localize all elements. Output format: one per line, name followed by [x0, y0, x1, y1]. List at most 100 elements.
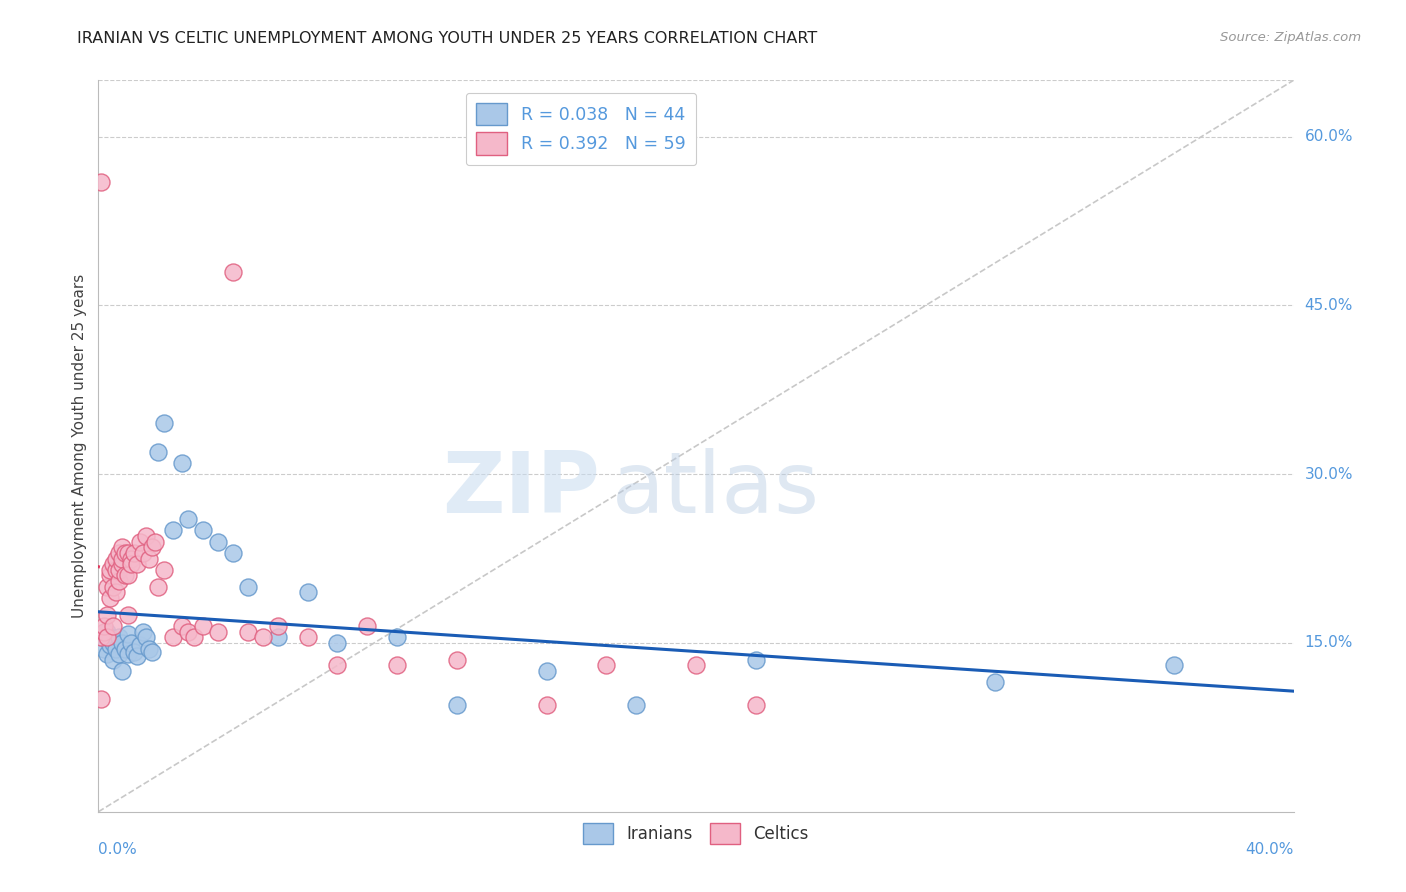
Point — [446, 653, 468, 667]
Point — [143, 534, 166, 549]
Point — [236, 580, 259, 594]
Point — [96, 624, 118, 639]
Point — [685, 658, 707, 673]
Point — [127, 649, 149, 664]
Point — [177, 624, 200, 639]
Point — [96, 607, 118, 622]
Point — [105, 585, 128, 599]
Point — [120, 557, 142, 571]
Point — [108, 574, 131, 588]
Point — [172, 619, 194, 633]
Point — [536, 664, 558, 678]
Point — [326, 658, 349, 673]
Point — [117, 647, 139, 661]
Point — [222, 264, 245, 278]
Point — [207, 624, 229, 639]
Point — [252, 630, 274, 644]
Point — [98, 630, 122, 644]
Point — [446, 698, 468, 712]
Point — [105, 563, 128, 577]
Point — [138, 551, 160, 566]
Text: Source: ZipAtlas.com: Source: ZipAtlas.com — [1220, 31, 1361, 45]
Point — [135, 630, 157, 644]
Text: 40.0%: 40.0% — [1246, 842, 1294, 857]
Point — [162, 524, 184, 538]
Point — [148, 444, 170, 458]
Point — [117, 546, 139, 560]
Point — [153, 563, 176, 577]
Point — [111, 551, 134, 566]
Point — [108, 647, 131, 661]
Point — [117, 607, 139, 622]
Point — [111, 636, 134, 650]
Point — [172, 456, 194, 470]
Point — [103, 653, 125, 667]
Point — [124, 645, 146, 659]
Point — [297, 585, 319, 599]
Point — [129, 638, 152, 652]
Text: 0.0%: 0.0% — [98, 842, 138, 857]
Point — [93, 619, 115, 633]
Point — [626, 698, 648, 712]
Point — [117, 568, 139, 582]
Point — [90, 175, 112, 189]
Point — [114, 546, 136, 560]
Point — [177, 512, 200, 526]
Point — [98, 568, 122, 582]
Point — [162, 630, 184, 644]
Point — [132, 624, 155, 639]
Point — [356, 619, 378, 633]
Point — [108, 563, 131, 577]
Point — [1163, 658, 1185, 673]
Text: IRANIAN VS CELTIC UNEMPLOYMENT AMONG YOUTH UNDER 25 YEARS CORRELATION CHART: IRANIAN VS CELTIC UNEMPLOYMENT AMONG YOU… — [77, 31, 817, 46]
Point — [191, 619, 214, 633]
Point — [114, 641, 136, 656]
Point — [96, 580, 118, 594]
Text: 15.0%: 15.0% — [1305, 635, 1353, 650]
Point — [90, 630, 112, 644]
Point — [117, 627, 139, 641]
Text: ZIP: ZIP — [443, 449, 600, 532]
Point — [148, 580, 170, 594]
Point — [103, 636, 125, 650]
Point — [111, 541, 134, 555]
Text: 45.0%: 45.0% — [1305, 298, 1353, 313]
Point — [207, 534, 229, 549]
Point — [96, 630, 118, 644]
Point — [90, 630, 112, 644]
Point — [326, 636, 349, 650]
Point — [120, 551, 142, 566]
Point — [297, 630, 319, 644]
Point — [385, 658, 409, 673]
Point — [141, 541, 163, 555]
Point — [105, 641, 128, 656]
Point — [98, 563, 122, 577]
Point — [267, 630, 290, 644]
Point — [183, 630, 205, 644]
Point — [93, 641, 115, 656]
Point — [98, 638, 122, 652]
Point — [267, 619, 290, 633]
Point — [153, 417, 176, 431]
Point — [103, 580, 125, 594]
Point — [111, 664, 134, 678]
Point — [124, 546, 146, 560]
Point — [90, 692, 112, 706]
Point — [103, 619, 125, 633]
Point — [105, 551, 128, 566]
Point — [132, 546, 155, 560]
Point — [141, 645, 163, 659]
Point — [129, 534, 152, 549]
Y-axis label: Unemployment Among Youth under 25 years: Unemployment Among Youth under 25 years — [72, 274, 87, 618]
Point — [745, 653, 768, 667]
Point — [385, 630, 409, 644]
Point — [108, 630, 131, 644]
Point — [111, 557, 134, 571]
Text: atlas: atlas — [613, 449, 820, 532]
Point — [98, 591, 122, 605]
Point — [222, 546, 245, 560]
Text: 30.0%: 30.0% — [1305, 467, 1353, 482]
Legend: Iranians, Celtics: Iranians, Celtics — [576, 816, 815, 851]
Point — [93, 624, 115, 639]
Point — [745, 698, 768, 712]
